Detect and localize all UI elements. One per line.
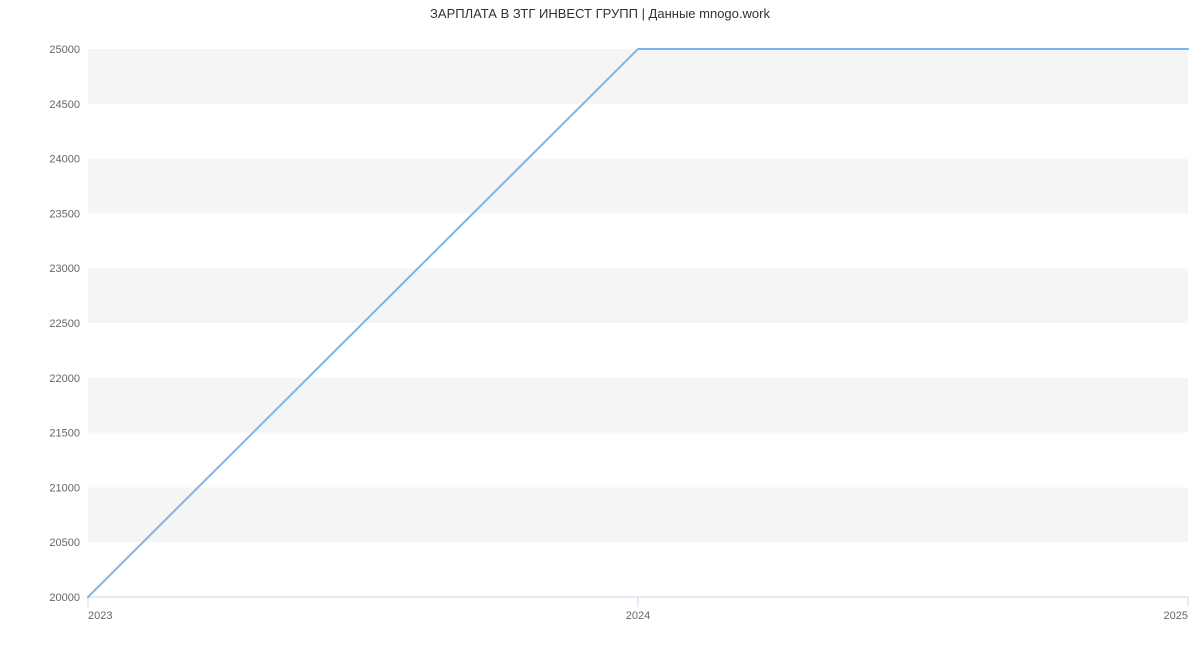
y-tick-label: 21000 bbox=[49, 482, 80, 494]
grid-band bbox=[88, 49, 1188, 104]
grid-band bbox=[88, 104, 1188, 159]
y-tick-label: 24500 bbox=[49, 99, 80, 111]
x-tick-label: 2024 bbox=[626, 610, 650, 622]
y-tick-label: 21500 bbox=[49, 428, 80, 440]
x-tick-label: 2025 bbox=[1164, 610, 1188, 622]
salary-line-chart: ЗАРПЛАТА В ЗТГ ИНВЕСТ ГРУПП | Данные mno… bbox=[0, 0, 1200, 650]
y-tick-label: 20500 bbox=[49, 537, 80, 549]
grid-band bbox=[88, 487, 1188, 542]
y-tick-label: 20000 bbox=[49, 592, 80, 604]
grid-band bbox=[88, 159, 1188, 214]
grid-band bbox=[88, 433, 1188, 488]
y-tick-label: 24000 bbox=[49, 154, 80, 166]
chart-svg: 20000 20500 21000 21500 22000 22500 23000 23500… bbox=[0, 0, 1200, 650]
grid-band bbox=[88, 268, 1188, 323]
y-tick-label: 23500 bbox=[49, 208, 80, 220]
x-tick-label: 2023 bbox=[88, 610, 112, 622]
grid-band bbox=[88, 378, 1188, 433]
grid-band bbox=[88, 213, 1188, 268]
grid-band bbox=[88, 542, 1188, 597]
y-tick-label: 25000 bbox=[49, 44, 80, 56]
grid-band bbox=[88, 323, 1188, 378]
y-tick-label: 22000 bbox=[49, 373, 80, 385]
y-tick-label: 22500 bbox=[49, 318, 80, 330]
y-tick-label: 23000 bbox=[49, 263, 80, 275]
